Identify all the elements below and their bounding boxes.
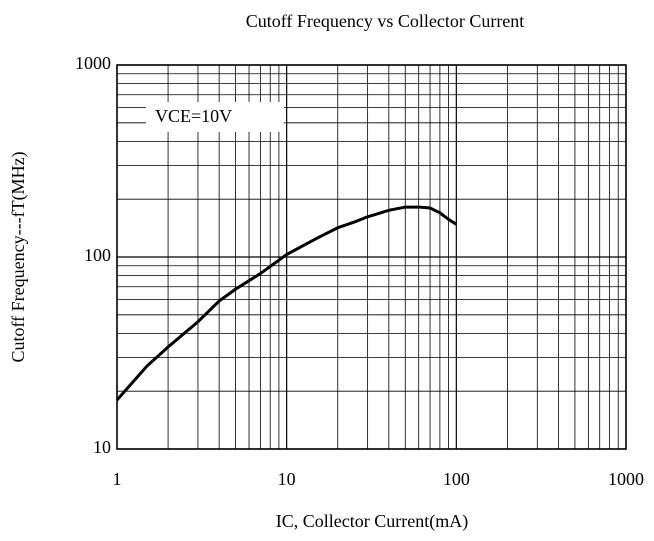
annotation-box — [146, 102, 284, 132]
chart-title: Cutoff Frequency vs Collector Current — [246, 11, 525, 31]
x-tick-label: 100 — [443, 469, 470, 489]
x-tick-label: 1000 — [608, 469, 644, 489]
x-tick-label: 1 — [113, 469, 122, 489]
y-tick-label: 1000 — [75, 53, 111, 73]
y-tick-label: 100 — [84, 245, 111, 265]
line — [115, 205, 458, 401]
annotation: VCE=10V — [155, 106, 232, 126]
x-tick-label: 10 — [278, 469, 296, 489]
plot-frame — [116, 64, 627, 450]
y-axis-label: Cutoff Frequency---fT(MHz) — [8, 151, 29, 362]
y-tick-label: 10 — [93, 437, 111, 457]
x-axis-label: IC, Collector Current(mA) — [276, 511, 468, 532]
